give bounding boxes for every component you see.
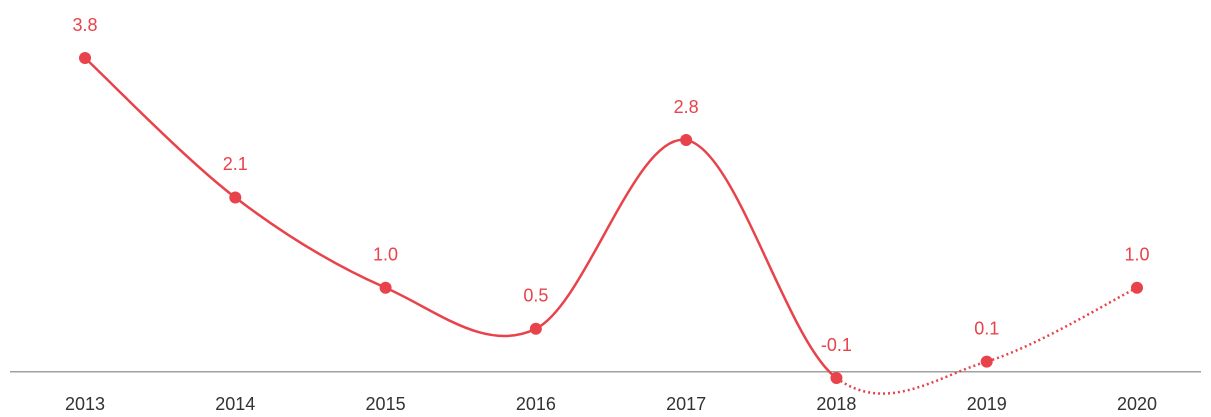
x-tick-label: 2015 [366, 394, 406, 414]
x-tick-label: 2020 [1117, 394, 1157, 414]
line-dotted [835, 286, 1138, 395]
point [680, 134, 693, 147]
point [830, 372, 843, 384]
point [379, 281, 392, 294]
value-label: 0.1 [974, 318, 999, 338]
value-label: 0.5 [523, 286, 548, 306]
point [79, 52, 91, 64]
value-label: 3.8 [72, 15, 97, 35]
x-tick-label: 2017 [666, 394, 706, 414]
x-tick-label: 2014 [215, 394, 255, 414]
point [529, 322, 542, 335]
x-tick-label: 2019 [967, 394, 1007, 414]
value-label: 2.1 [223, 154, 248, 174]
x-tick-label: 2013 [65, 394, 105, 414]
value-label: 1.0 [373, 244, 398, 264]
line [84, 57, 838, 380]
point [229, 191, 242, 204]
x-tick-label: 2016 [516, 394, 556, 414]
x-tick-label: 2018 [816, 394, 856, 414]
value-label: -0.1 [821, 335, 852, 355]
value-label: 2.8 [674, 97, 699, 117]
point [1131, 281, 1143, 294]
value-label: 1.0 [1124, 244, 1149, 264]
point [980, 355, 993, 368]
